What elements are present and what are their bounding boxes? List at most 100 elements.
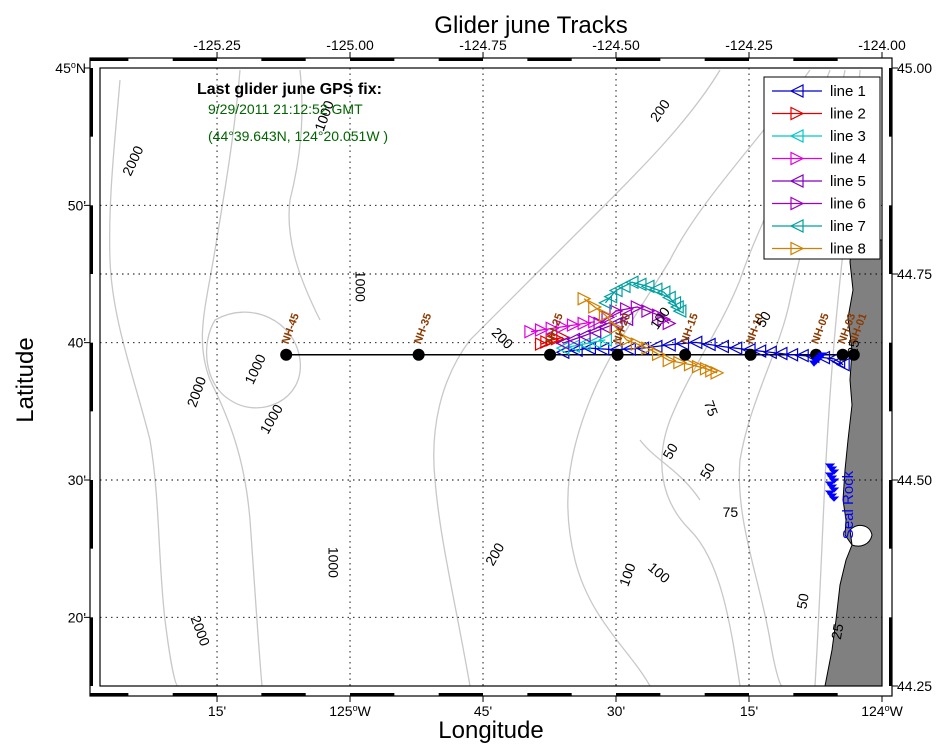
track-line-5 [562, 318, 627, 344]
track-4-mid-0 [534, 323, 549, 338]
legend-label-3: line 3 [830, 128, 866, 145]
frame-seg-left-8 [90, 68, 93, 137]
left-tick-label-4: 20' [68, 609, 86, 625]
track-7-mid-4 [661, 290, 676, 305]
station-dot-nh-03 [836, 348, 849, 361]
annotation-time: 9/29/2011 21:12:52 GMT [208, 101, 363, 117]
frame-seg-bottom-6 [350, 693, 395, 696]
track-5-marker-3 [619, 312, 634, 327]
track-1-mid-4 [752, 344, 767, 359]
coastline-land [824, 239, 883, 687]
track-1-marker-3 [784, 347, 799, 362]
bottom-tick-label-0: 15' [208, 703, 226, 719]
track-6-marker-4 [662, 316, 677, 331]
track-1-mid-9 [621, 342, 636, 356]
track-8-mid-0 [588, 299, 603, 314]
track-6-mid-0 [601, 310, 616, 325]
track-6-marker-1 [609, 304, 624, 319]
bottom-tick-label-5: 124oW [861, 703, 903, 719]
top-tick-label-3: -124.50 [592, 37, 640, 53]
track-8-mid-2 [630, 337, 645, 352]
track-7-marker-6 [672, 304, 687, 319]
frame-seg-top-8 [438, 58, 484, 61]
top-tick-label-5: -124.00 [858, 37, 906, 53]
legend-label-4: line 4 [830, 151, 866, 168]
seal-rock-marker-11 [828, 496, 840, 502]
station-dot-nh-10 [744, 348, 757, 361]
track-1-mid-3 [773, 346, 788, 361]
contour-label-3: 1000 [352, 271, 368, 302]
track-4-marker-3 [588, 314, 603, 329]
station-dot-nh-45 [280, 348, 293, 361]
frame-seg-bottom-12 [616, 693, 661, 696]
track-3-mid-1 [587, 335, 602, 349]
station-dot-nh-01 [847, 348, 860, 361]
bottom-tick-label-2: 45' [474, 703, 492, 719]
last-fix-marker-4 [808, 360, 820, 367]
legend-box [763, 76, 881, 260]
track-8-marker-3 [641, 341, 656, 356]
legend-marker-2 [790, 106, 805, 121]
track-4-marker-0 [524, 324, 539, 339]
track-8-marker-1 [598, 308, 613, 323]
left-tick-label-3: 30' [68, 472, 86, 488]
bottom-tick-label-1: 125oW [329, 703, 371, 719]
legend: line 1 line 2 line 3 line 4 line 5 line 6 line… [763, 76, 881, 260]
frame-seg-left-2 [90, 480, 93, 549]
frame-seg-top-6 [350, 58, 395, 61]
legend-label-6: line 6 [830, 196, 866, 213]
right-tick-label-2: 44.50 [897, 472, 932, 488]
track-5-marker-1 [576, 328, 591, 343]
grid-lines [100, 68, 882, 686]
frame-seg-bottom-8 [438, 693, 484, 696]
frame-seg-left-0 [90, 617, 93, 686]
track-6-mid-2 [641, 304, 656, 319]
track-5-marker-0 [555, 336, 570, 351]
track-1-mid-6 [701, 337, 716, 352]
frame-seg-left-4 [90, 342, 93, 412]
top-tick-label-1: -125.00 [326, 37, 374, 53]
frame-seg-top-0 [90, 58, 129, 61]
track-1-mid-7 [675, 336, 690, 351]
track-8-mid-5 [691, 359, 706, 374]
frame-seg-right-4 [889, 342, 892, 412]
track-6-mid-3 [657, 312, 672, 327]
top-tick-label-4: -124.25 [725, 37, 773, 53]
contour-label-14: 50 [659, 440, 681, 462]
legend-label-7: line 7 [830, 218, 866, 235]
frame-seg-right-6 [889, 205, 892, 274]
seal-rock-marker-0 [824, 463, 836, 469]
track-8-marker-5 [683, 357, 698, 372]
contour-label-16: 75 [723, 504, 739, 520]
track-7-marker-3 [640, 279, 655, 294]
seal-rock-marker-6 [824, 481, 836, 487]
track-8-mid-4 [673, 355, 688, 370]
contour-label-19: 50 [793, 592, 811, 610]
frame-seg-bottom-0 [90, 693, 129, 696]
coastal-lake [849, 524, 873, 547]
right-tick-label-1: 44.75 [897, 266, 932, 282]
track-1-marker-8 [661, 337, 676, 352]
track-7-mid-3 [648, 282, 663, 297]
contour-100 [567, 69, 811, 686]
contour-1000-west [201, 69, 263, 686]
track-3-marker-2 [598, 332, 612, 347]
left-tick-label-1: 50' [68, 197, 86, 213]
left-tick-label-2: 40' [68, 335, 86, 351]
contour-1000-north [288, 69, 321, 321]
track-8-marker-0 [577, 291, 592, 306]
seal-rock-label: Seal Rock [840, 470, 857, 539]
legend-label-2: line 2 [830, 106, 866, 123]
annotation-heading: Last glider june GPS fix: [197, 81, 382, 98]
track-1-mid-2 [794, 348, 809, 363]
track-1-marker-6 [715, 339, 730, 354]
contour-label-21: 25 [844, 338, 862, 356]
track-8-marker-7 [710, 365, 725, 380]
track-1-mid-5 [728, 341, 743, 356]
track-5-marker-2 [598, 320, 612, 335]
track-4-mid-2 [577, 316, 592, 331]
frame-seg-top-14 [704, 58, 750, 61]
frame-seg-right-8 [889, 68, 892, 137]
track-1-mid-10 [595, 342, 610, 356]
